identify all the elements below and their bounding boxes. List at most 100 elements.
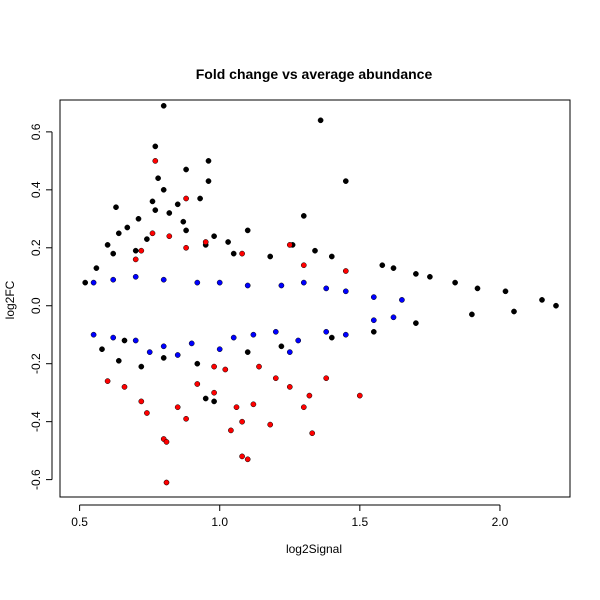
x-tick-label: 1.5 (351, 515, 368, 529)
data-point (132, 256, 139, 263)
data-point (399, 297, 405, 303)
data-point (99, 346, 105, 353)
data-point (323, 375, 330, 382)
y-axis-label: log2FC (3, 280, 17, 319)
data-point (244, 349, 251, 355)
data-point (146, 349, 153, 355)
data-point (317, 117, 324, 124)
data-point (239, 250, 245, 257)
data-point (180, 218, 187, 225)
data-point (132, 273, 139, 280)
data-point (144, 236, 150, 242)
data-point (250, 401, 257, 408)
data-point (539, 297, 545, 303)
data-point (272, 375, 279, 382)
data-point (370, 328, 377, 335)
data-point (323, 285, 330, 292)
data-point (115, 230, 122, 237)
data-point (174, 404, 181, 411)
data-point (300, 279, 307, 286)
x-tick-label: 2.0 (492, 515, 509, 529)
data-point (163, 439, 170, 445)
data-point (163, 479, 170, 486)
data-point (413, 271, 419, 277)
x-tick-label: 0.5 (71, 515, 88, 529)
data-point (160, 186, 167, 193)
data-point (138, 398, 145, 405)
data-point (104, 378, 111, 384)
data-point (155, 175, 161, 182)
data-point (328, 334, 335, 341)
data-point (115, 357, 122, 364)
data-point (295, 337, 302, 344)
data-point (82, 279, 89, 286)
data-point (149, 230, 156, 237)
data-point (244, 456, 251, 463)
y-axis: -0.6 -0.4 -0.2 0.0 0.2 0.4 0.6 (29, 123, 53, 490)
data-point (379, 262, 386, 269)
data-point (110, 250, 117, 257)
data-point (113, 204, 119, 211)
data-point (370, 317, 377, 324)
data-point (152, 143, 159, 150)
data-point (160, 276, 167, 283)
data-point (124, 224, 131, 231)
data-point (230, 250, 237, 257)
data-point (121, 337, 128, 344)
data-point (300, 213, 307, 219)
data-point (286, 384, 293, 390)
y-tick-label: 0.4 (29, 181, 43, 198)
data-point (132, 247, 139, 254)
data-point (233, 404, 240, 411)
data-point (104, 242, 111, 248)
chart-title: Fold change vs average abundance (196, 66, 433, 82)
data-point (183, 166, 189, 173)
data-point (160, 102, 167, 109)
data-point (121, 384, 128, 390)
data-point (267, 421, 274, 428)
data-point (222, 366, 229, 373)
data-point (342, 288, 349, 295)
data-point (239, 453, 245, 460)
data-point (152, 207, 159, 213)
data-point (90, 331, 97, 338)
data-point (160, 343, 167, 350)
data-point (205, 158, 212, 164)
data-point (211, 233, 217, 240)
data-point (306, 392, 313, 399)
data-point (202, 239, 209, 245)
data-point (286, 242, 293, 248)
data-point (149, 198, 156, 205)
data-point (511, 308, 517, 315)
data-point (267, 253, 274, 260)
data-point (205, 178, 212, 184)
data-point (138, 363, 145, 370)
data-point (93, 265, 100, 271)
y-tick-label: -0.4 (29, 411, 43, 432)
data-point (250, 331, 257, 338)
data-point (183, 195, 189, 202)
data-point (300, 404, 307, 411)
data-point (183, 244, 189, 251)
x-axis-label: log2Signal (286, 542, 342, 556)
y-tick-label: -0.2 (29, 353, 43, 374)
data-point (135, 215, 142, 222)
data-point (144, 410, 150, 416)
data-point (342, 331, 349, 338)
data-point (286, 349, 293, 355)
data-point (244, 227, 251, 234)
x-axis: 0.5 1.0 1.5 2.0 (71, 504, 509, 529)
data-point (342, 178, 349, 184)
data-point (390, 314, 397, 321)
data-point (166, 233, 173, 240)
data-point (194, 360, 201, 367)
data-point (356, 392, 363, 399)
data-point (474, 285, 481, 292)
data-point (239, 418, 245, 425)
data-point (342, 268, 349, 274)
data-point (272, 328, 279, 335)
data-point (278, 343, 285, 350)
data-point (174, 352, 181, 358)
data-point (174, 201, 181, 208)
data-point (225, 239, 231, 245)
